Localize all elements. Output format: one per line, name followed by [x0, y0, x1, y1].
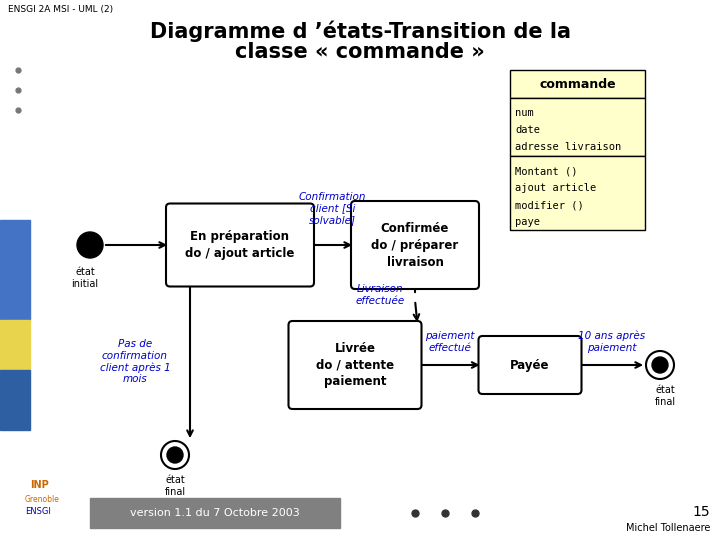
Text: état
final: état final	[164, 475, 186, 497]
Text: En préparation
do / ajout article: En préparation do / ajout article	[185, 230, 294, 260]
Text: état
final: état final	[654, 385, 675, 407]
Circle shape	[167, 447, 183, 463]
Text: Livrée
do / attente
paiement: Livrée do / attente paiement	[316, 341, 394, 388]
Text: date: date	[515, 125, 540, 135]
Text: Grenoble: Grenoble	[25, 496, 60, 504]
Circle shape	[646, 351, 674, 379]
Text: modifier (): modifier ()	[515, 200, 584, 210]
Bar	[510, 98, 645, 156]
Text: paiement
effectué: paiement effectué	[426, 332, 474, 353]
Text: état
initial: état initial	[71, 267, 99, 288]
Text: Confirmation
client [Si
solvable]: Confirmation client [Si solvable]	[299, 192, 366, 225]
Text: ENSGI 2A MSI - UML (2): ENSGI 2A MSI - UML (2)	[8, 5, 113, 14]
FancyBboxPatch shape	[479, 336, 582, 394]
Bar	[0, 370, 30, 430]
Text: paye: paye	[515, 217, 540, 227]
FancyBboxPatch shape	[289, 321, 421, 409]
Text: commande: commande	[539, 78, 616, 91]
Text: Montant (): Montant ()	[515, 166, 577, 176]
FancyBboxPatch shape	[166, 204, 314, 287]
Text: Diagramme d ’états-Transition de la: Diagramme d ’états-Transition de la	[150, 20, 570, 42]
Text: Michel Tollenaere: Michel Tollenaere	[626, 523, 710, 533]
Text: version 1.1 du 7 Octobre 2003: version 1.1 du 7 Octobre 2003	[130, 508, 300, 518]
Text: adresse livraison: adresse livraison	[515, 142, 621, 152]
Text: 15: 15	[693, 505, 710, 519]
Text: ajout article: ajout article	[515, 183, 596, 193]
Text: 10 ans après
paiement: 10 ans après paiement	[578, 331, 645, 353]
FancyBboxPatch shape	[351, 201, 479, 289]
Bar	[510, 70, 645, 98]
Text: Livraison
effectuée: Livraison effectuée	[356, 284, 405, 306]
Bar	[0, 220, 30, 320]
Text: Confirmée
do / préparer
livraison: Confirmée do / préparer livraison	[372, 221, 459, 268]
Text: Payée: Payée	[510, 359, 550, 372]
Text: ENSGI: ENSGI	[25, 508, 51, 516]
Bar	[510, 156, 645, 230]
Text: INP: INP	[30, 480, 49, 490]
Circle shape	[77, 232, 103, 258]
Circle shape	[161, 441, 189, 469]
Text: num: num	[515, 108, 534, 118]
Text: classe « commande »: classe « commande »	[235, 42, 485, 62]
Text: Pas de
confirmation
client après 1
mois: Pas de confirmation client après 1 mois	[99, 339, 171, 384]
Bar	[90, 498, 340, 528]
Circle shape	[652, 357, 668, 373]
Bar	[0, 320, 30, 370]
